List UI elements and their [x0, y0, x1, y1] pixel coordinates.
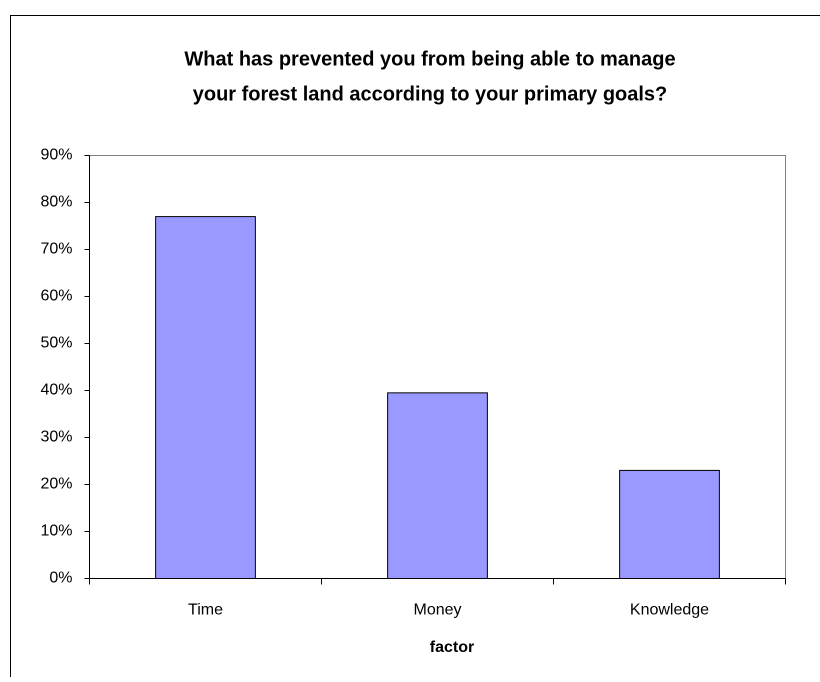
bar	[388, 393, 488, 579]
y-tick-label: 40%	[40, 382, 72, 399]
chart-title: What has prevented you from being able t…	[184, 48, 675, 70]
x-tick-label: Knowledge	[630, 602, 709, 619]
x-tick-label: Money	[413, 602, 461, 619]
y-tick-label: 10%	[40, 523, 72, 540]
bar	[156, 217, 256, 579]
y-tick-label: 70%	[40, 241, 72, 258]
bar	[620, 470, 720, 578]
y-tick-label: 20%	[40, 476, 72, 493]
x-tick-label: Time	[188, 602, 223, 619]
y-tick-label: 30%	[40, 429, 72, 446]
y-tick-label: 50%	[40, 335, 72, 352]
y-tick-label: 0%	[49, 570, 72, 587]
chart-title: your forest land according to your prima…	[193, 83, 668, 105]
y-tick-label: 90%	[40, 147, 72, 164]
y-tick-label: 80%	[40, 194, 72, 211]
x-axis-title: factor	[430, 639, 474, 656]
y-tick-label: 60%	[40, 288, 72, 305]
